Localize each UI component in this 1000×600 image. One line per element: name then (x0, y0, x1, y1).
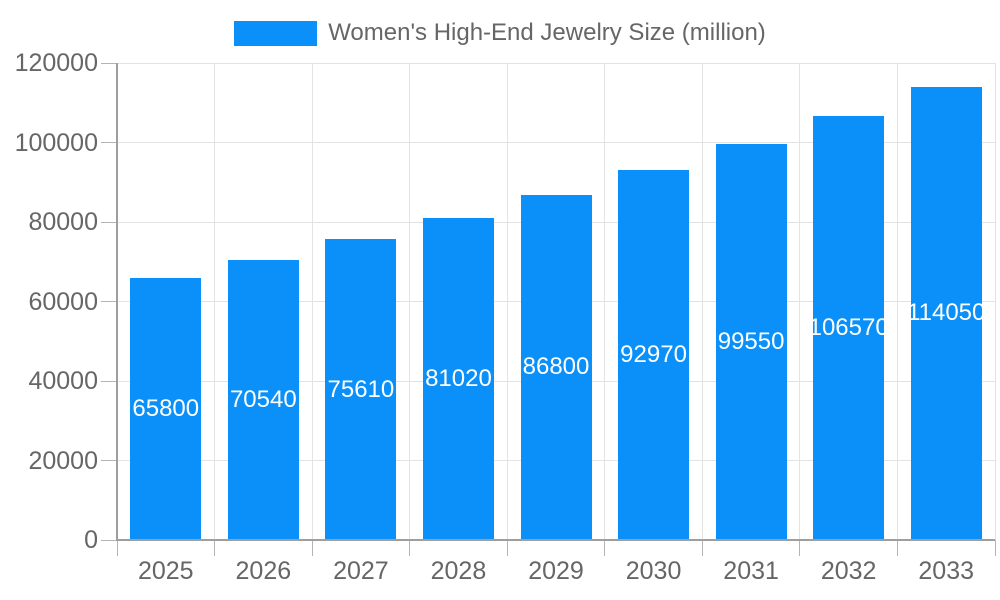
bar-value-label: 114050 (907, 299, 986, 327)
x-axis-tick (896, 540, 898, 556)
y-axis-tick (101, 460, 117, 461)
x-axis-tick-label: 2027 (333, 557, 389, 585)
bar-value-label: 106570 (808, 314, 889, 342)
bar-value-label: 92970 (620, 341, 687, 369)
bar (618, 170, 690, 540)
x-axis-tick-label: 2031 (723, 557, 779, 585)
y-axis-tick-label: 80000 (28, 208, 98, 236)
y-axis-line (116, 63, 118, 541)
y-axis-tick-label: 100000 (14, 128, 98, 157)
gridline-vertical (799, 63, 801, 540)
y-axis-tick (101, 380, 117, 382)
legend-item[interactable]: Women's High-End Jewelry Size (million) (0, 19, 1000, 47)
x-axis-tick-label: 2026 (235, 557, 292, 585)
bar (422, 217, 494, 540)
y-axis-tick (101, 62, 117, 64)
x-axis-tick (799, 540, 801, 556)
bar (910, 86, 982, 540)
y-axis-tick-label: 20000 (28, 446, 98, 475)
x-axis-tick-label: 2028 (430, 557, 487, 585)
bar (325, 239, 397, 540)
x-axis-line (116, 539, 995, 541)
gridline-vertical (311, 63, 313, 540)
x-axis-tick (604, 540, 606, 556)
x-axis-tick (311, 540, 313, 556)
bar (130, 278, 202, 540)
x-axis-tick (506, 540, 508, 556)
gridline-vertical (994, 63, 996, 540)
x-axis-tick (214, 540, 216, 556)
x-axis-tick-label: 2032 (820, 557, 877, 585)
x-axis-tick-label: 2025 (137, 557, 194, 585)
bar (813, 116, 885, 540)
y-axis-tick (101, 301, 117, 302)
y-axis-tick-label: 120000 (14, 49, 98, 77)
bar-value-label: 65800 (132, 395, 200, 423)
x-axis-tick-label: 2029 (528, 557, 584, 585)
gridline-vertical (604, 63, 606, 540)
y-axis-tick-label: 0 (84, 526, 98, 554)
x-axis-tick (409, 540, 411, 556)
gridline-vertical (409, 63, 411, 540)
gridline-vertical (896, 63, 898, 540)
y-axis-tick (101, 142, 117, 143)
y-axis-tick (101, 539, 117, 541)
bar (227, 259, 299, 540)
x-axis-tick (116, 540, 118, 556)
legend-label: Women's High-End Jewelry Size (million) (328, 19, 766, 46)
legend-swatch (234, 20, 318, 46)
bar-value-label: 70540 (229, 385, 297, 413)
bar-value-label: 81020 (425, 364, 492, 392)
bar-value-label: 86800 (522, 353, 590, 381)
bar (715, 144, 787, 540)
y-axis-tick-label: 40000 (28, 367, 98, 395)
y-axis-tick (101, 221, 117, 223)
gridline-horizontal (117, 62, 995, 64)
bar-value-label: 75610 (327, 375, 395, 403)
x-axis-tick (701, 540, 703, 556)
gridline-horizontal (117, 142, 995, 143)
gridline-vertical (506, 63, 508, 540)
bar-value-label: 99550 (717, 328, 785, 356)
gridline-vertical (701, 63, 703, 540)
x-axis-tick-label: 2033 (918, 557, 975, 585)
x-axis-tick (994, 540, 996, 556)
x-axis-tick-label: 2030 (625, 557, 682, 585)
bar (520, 194, 592, 540)
y-axis-tick-label: 60000 (28, 287, 98, 316)
gridline-vertical (214, 63, 216, 540)
